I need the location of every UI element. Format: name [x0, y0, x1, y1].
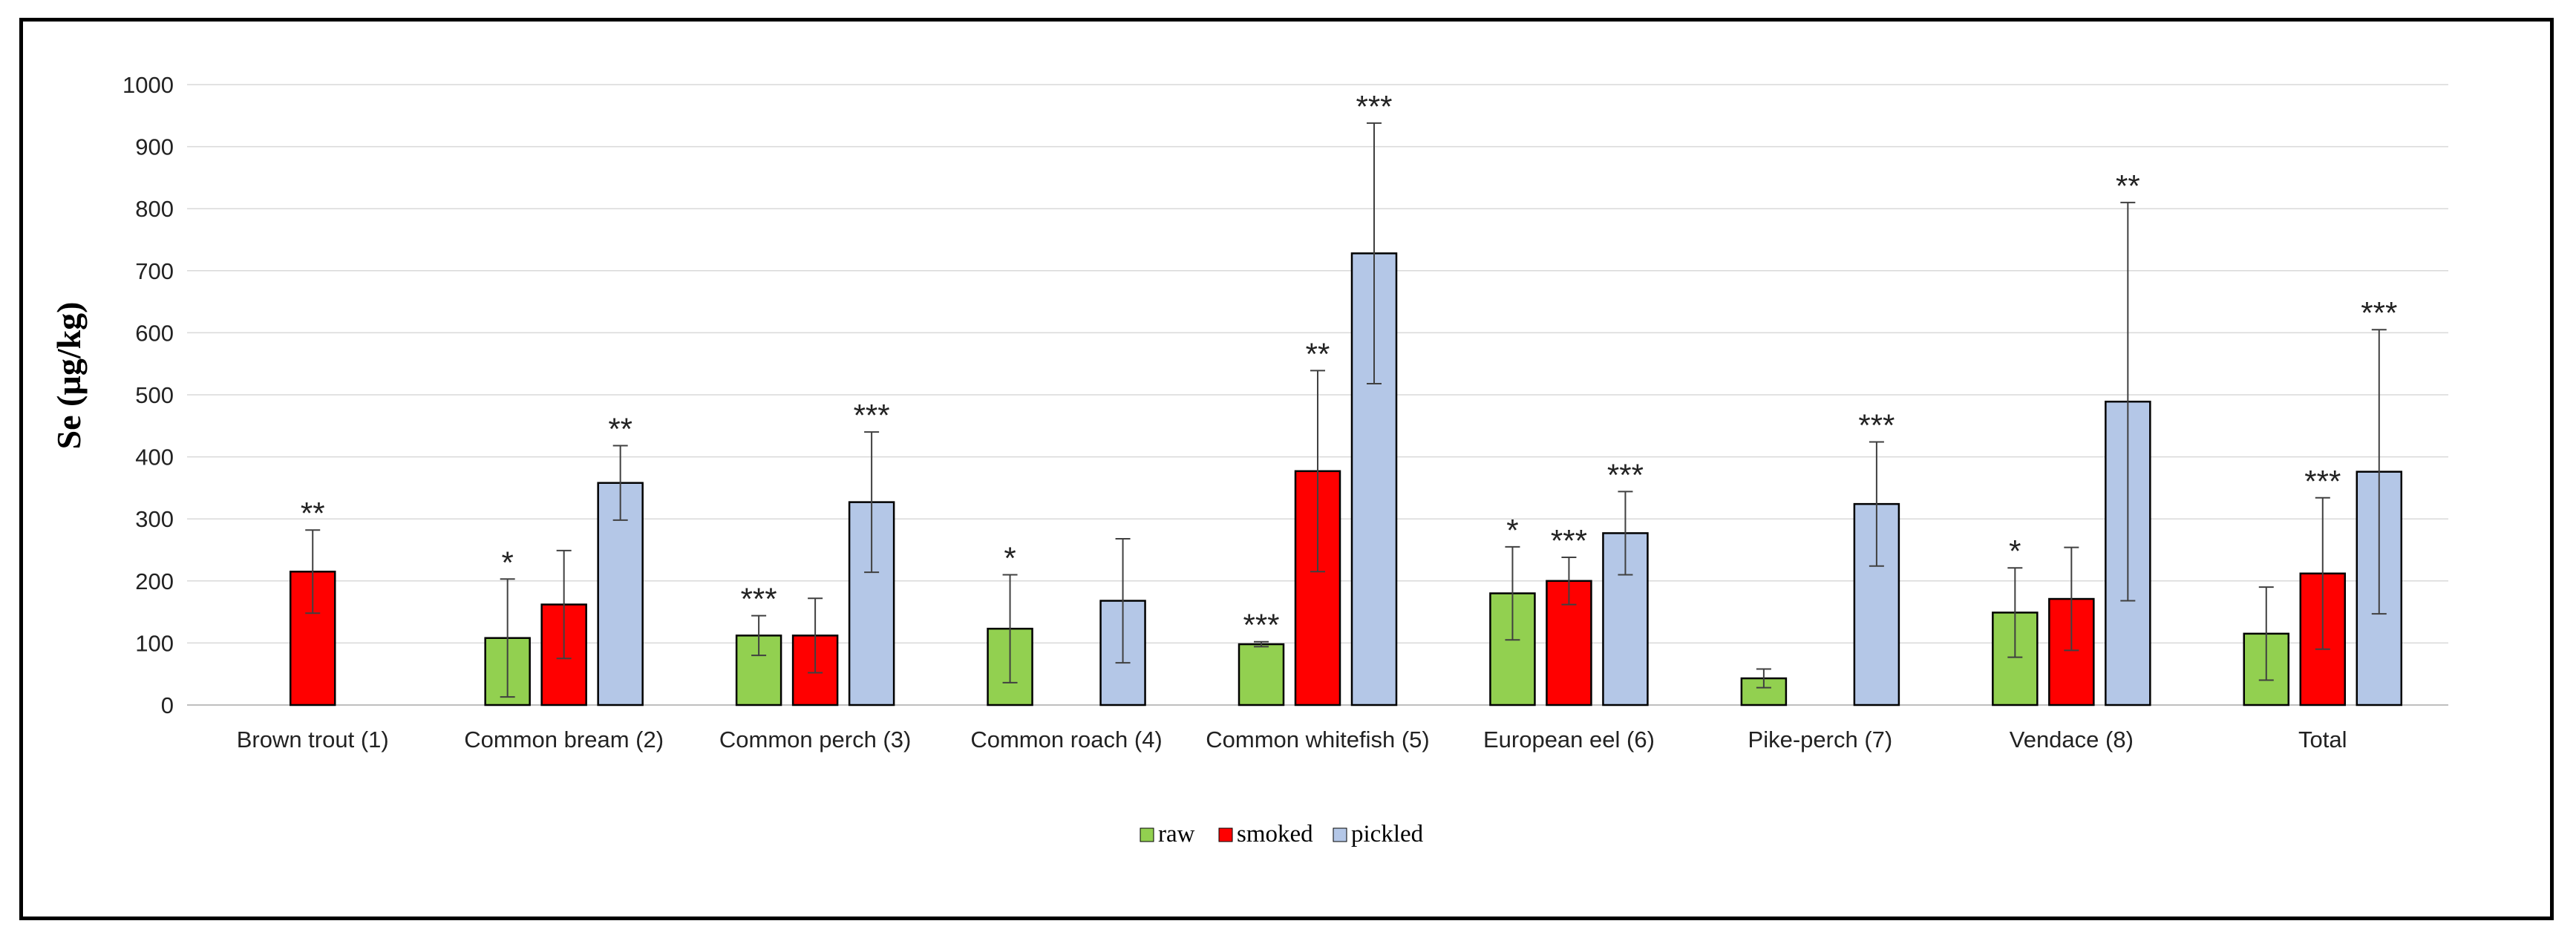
- y-tick-label: 1000: [122, 72, 174, 98]
- bar-raw: [1238, 643, 1285, 706]
- y-tick-label: 900: [135, 134, 174, 160]
- y-tick-label: 300: [135, 506, 174, 532]
- significance-label: **: [301, 496, 325, 531]
- legend-label-raw: raw: [1158, 821, 1195, 847]
- error-bars: [305, 122, 2387, 698]
- significance-label: ***: [854, 398, 890, 433]
- y-tick-label: 200: [135, 568, 174, 594]
- significance-label: ***: [1356, 89, 1392, 124]
- significance-label: **: [1306, 336, 1330, 371]
- y-tick-label: 0: [161, 692, 174, 718]
- significance-labels: ********************* ******************: [301, 89, 2397, 643]
- significance-label: *: [2009, 534, 2021, 568]
- significance-label: ***: [2361, 295, 2397, 330]
- category-label: Common roach (4): [970, 727, 1162, 753]
- category-label: Common perch (3): [719, 727, 911, 753]
- category-label: European eel (6): [1483, 727, 1655, 753]
- category-label: Brown trout (1): [237, 727, 389, 753]
- legend-label-smoked: smoked: [1237, 821, 1313, 847]
- legend-swatch-smoked: [1218, 827, 1233, 842]
- significance-label: ***: [1858, 408, 1895, 443]
- category-label: Pike-perch (7): [1748, 727, 1893, 753]
- category-label: Common whitefish (5): [1206, 727, 1429, 753]
- category-label: Total: [2298, 727, 2347, 753]
- legend-label-pickled: pickled: [1351, 821, 1424, 847]
- category-label: Common bream (2): [464, 727, 664, 753]
- legend-swatch-pickled: [1333, 827, 1347, 842]
- y-tick-label: 700: [135, 258, 174, 284]
- significance-label: *: [501, 545, 513, 580]
- y-tick-label: 400: [135, 445, 174, 471]
- y-tick-label: 800: [135, 196, 174, 222]
- y-axis-label: Se (µg/kg): [50, 301, 88, 449]
- y-tick-label: 100: [135, 630, 174, 656]
- significance-label: ***: [1243, 608, 1279, 643]
- significance-label: *: [1004, 540, 1016, 575]
- y-tick-label: 500: [135, 382, 174, 408]
- legend: raw smoked pickled: [1140, 821, 1424, 847]
- y-axis: 0 100 200 300 400 500 600 700 800 900 1000: [122, 72, 174, 718]
- significance-label: ***: [2304, 464, 2341, 499]
- significance-label: **: [2116, 168, 2140, 203]
- category-label: Vendace (8): [2010, 727, 2134, 753]
- significance-label: ***: [741, 582, 777, 617]
- legend-swatch-raw: [1140, 827, 1154, 842]
- significance-label: *: [1506, 513, 1518, 548]
- significance-label: ***: [1551, 523, 1587, 558]
- y-tick-label: 600: [135, 320, 174, 346]
- bars: [289, 252, 2403, 706]
- x-axis: Brown trout (1) Common bream (2) Common pe…: [237, 727, 2347, 753]
- significance-label: ***: [1607, 457, 1644, 492]
- significance-label: **: [608, 412, 632, 447]
